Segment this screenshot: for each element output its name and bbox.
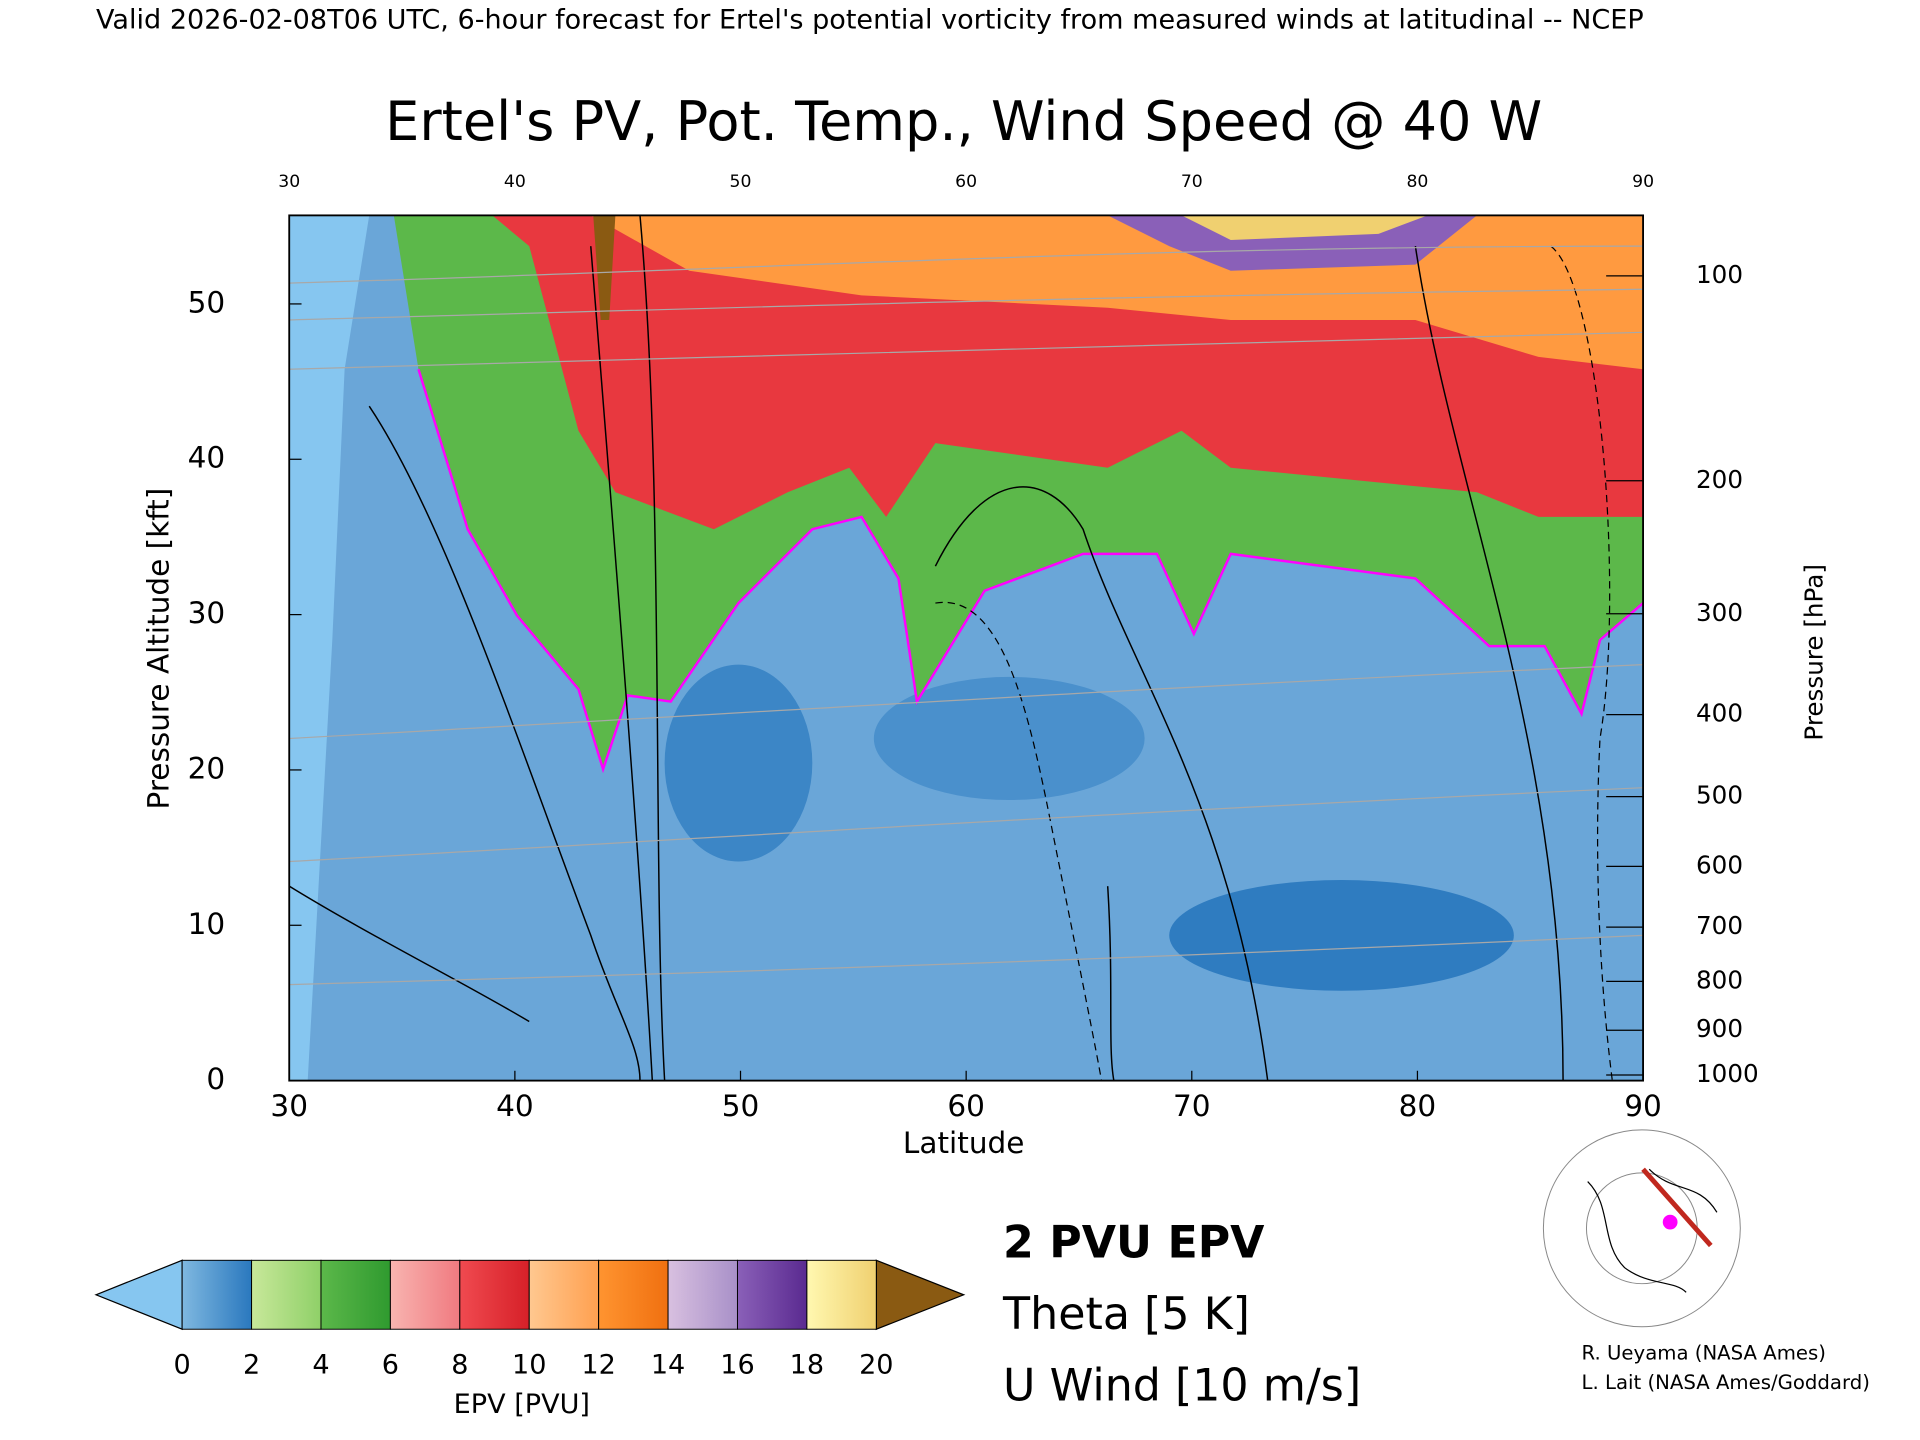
credit: L. Lait (NASA Ames/Goddard) bbox=[1582, 1371, 1870, 1394]
chart-title: Ertel's PV, Pot. Temp., Wind Speed @ 40 … bbox=[385, 90, 1542, 153]
y2-tick-label: 700 bbox=[1696, 911, 1743, 940]
x-top-tick-label: 60 bbox=[955, 172, 977, 192]
y2-tick-label: 500 bbox=[1696, 781, 1743, 810]
colorbar-segment bbox=[251, 1259, 322, 1330]
colorbar-tick-label: 2 bbox=[243, 1350, 260, 1381]
y-tick-label: 20 bbox=[188, 751, 226, 785]
colorbar-segment bbox=[806, 1259, 877, 1330]
legend-entry: 2 PVU EPV bbox=[1003, 1218, 1265, 1269]
map-inset bbox=[1542, 1129, 1741, 1328]
x-top-tick-label: 40 bbox=[504, 172, 526, 192]
credit: R. Ueyama (NASA Ames) bbox=[1582, 1341, 1826, 1364]
colorbar-segment bbox=[667, 1259, 738, 1330]
y2-tick-label: 600 bbox=[1696, 850, 1743, 879]
y2-tick-label: 1000 bbox=[1696, 1059, 1759, 1088]
colorbar-tick-label: 4 bbox=[312, 1350, 329, 1381]
y-tick-label: 40 bbox=[188, 441, 226, 475]
colorbar-segment bbox=[459, 1259, 530, 1330]
x-tick-label: 40 bbox=[496, 1089, 534, 1123]
field-blob bbox=[289, 215, 370, 1081]
colorbar-tick-label: 14 bbox=[651, 1350, 685, 1381]
colorbar-segment bbox=[389, 1259, 461, 1330]
header: Valid 2026-02-08T06 UTC, 6-hour forecast… bbox=[96, 4, 1644, 35]
colorbar-tick-label: 18 bbox=[790, 1350, 824, 1381]
colorbar-under bbox=[94, 1259, 183, 1331]
y2-tick-label: 900 bbox=[1696, 1014, 1743, 1043]
wind-contours bbox=[935, 245, 1613, 1081]
y2-tick-label: 100 bbox=[1696, 260, 1743, 289]
y-tick-label: 10 bbox=[188, 907, 226, 941]
map-grid bbox=[1542, 1129, 1741, 1328]
field-blob bbox=[1169, 880, 1514, 991]
field-blob bbox=[873, 676, 1145, 800]
map-point bbox=[1662, 1214, 1678, 1230]
colorbar-label: EPV [PVU] bbox=[454, 1389, 590, 1420]
y2-tick-label: 200 bbox=[1696, 465, 1743, 494]
colorbar-over bbox=[875, 1259, 966, 1331]
x-tick-label: 50 bbox=[722, 1089, 760, 1123]
map-track bbox=[1641, 1167, 1713, 1248]
colorbar-segment bbox=[528, 1259, 600, 1330]
x-axis-label: Latitude bbox=[903, 1126, 1024, 1160]
colorbar-tick-label: 16 bbox=[720, 1350, 754, 1381]
colorbar-tick-label: 10 bbox=[512, 1350, 546, 1381]
colorbar-segment bbox=[736, 1259, 808, 1330]
colorbar-segment bbox=[320, 1259, 391, 1330]
colorbar-segment bbox=[598, 1259, 669, 1330]
colorbar-tick-label: 0 bbox=[174, 1350, 191, 1381]
y2-axis-label: Pressure [hPa] bbox=[1799, 564, 1828, 741]
colorbar-tick-label: 6 bbox=[382, 1350, 399, 1381]
colorbar-tick-label: 8 bbox=[451, 1350, 468, 1381]
x-tick-label: 60 bbox=[947, 1089, 985, 1123]
colorbar-tick-label: 12 bbox=[581, 1350, 615, 1381]
x-top-tick-label: 70 bbox=[1181, 172, 1203, 192]
colorbar-segment bbox=[181, 1259, 253, 1330]
x-tick-label: 30 bbox=[270, 1089, 308, 1123]
legend-entry: Theta [5 K] bbox=[1002, 1289, 1250, 1340]
map-coast bbox=[1587, 1168, 1718, 1293]
y-axis-label: Pressure Altitude [kft] bbox=[142, 488, 176, 810]
y-tick-label: 30 bbox=[188, 596, 226, 630]
field-blob bbox=[664, 664, 813, 862]
y-tick-label: 0 bbox=[206, 1062, 225, 1096]
x-tick-label: 80 bbox=[1399, 1089, 1437, 1123]
colorbar-tick-label: 20 bbox=[859, 1350, 893, 1381]
x-top-tick-label: 90 bbox=[1632, 172, 1654, 192]
x-tick-label: 90 bbox=[1624, 1089, 1662, 1123]
x-top-tick-label: 50 bbox=[730, 172, 752, 192]
wind-contours bbox=[289, 215, 1564, 1081]
y-tick-label: 50 bbox=[188, 285, 226, 319]
field-band bbox=[1181, 215, 1428, 240]
y2-tick-label: 400 bbox=[1696, 699, 1743, 728]
y2-tick-label: 800 bbox=[1696, 965, 1743, 994]
x-tick-label: 70 bbox=[1173, 1089, 1211, 1123]
legend-entry: U Wind [10 m/s] bbox=[1003, 1360, 1361, 1411]
y2-tick-label: 300 bbox=[1696, 598, 1743, 627]
map-frame bbox=[1544, 1154, 1740, 1303]
x-top-tick-label: 80 bbox=[1406, 172, 1428, 192]
x-top-tick-label: 30 bbox=[278, 172, 300, 192]
field-band bbox=[593, 215, 616, 320]
field bbox=[289, 215, 1644, 1081]
